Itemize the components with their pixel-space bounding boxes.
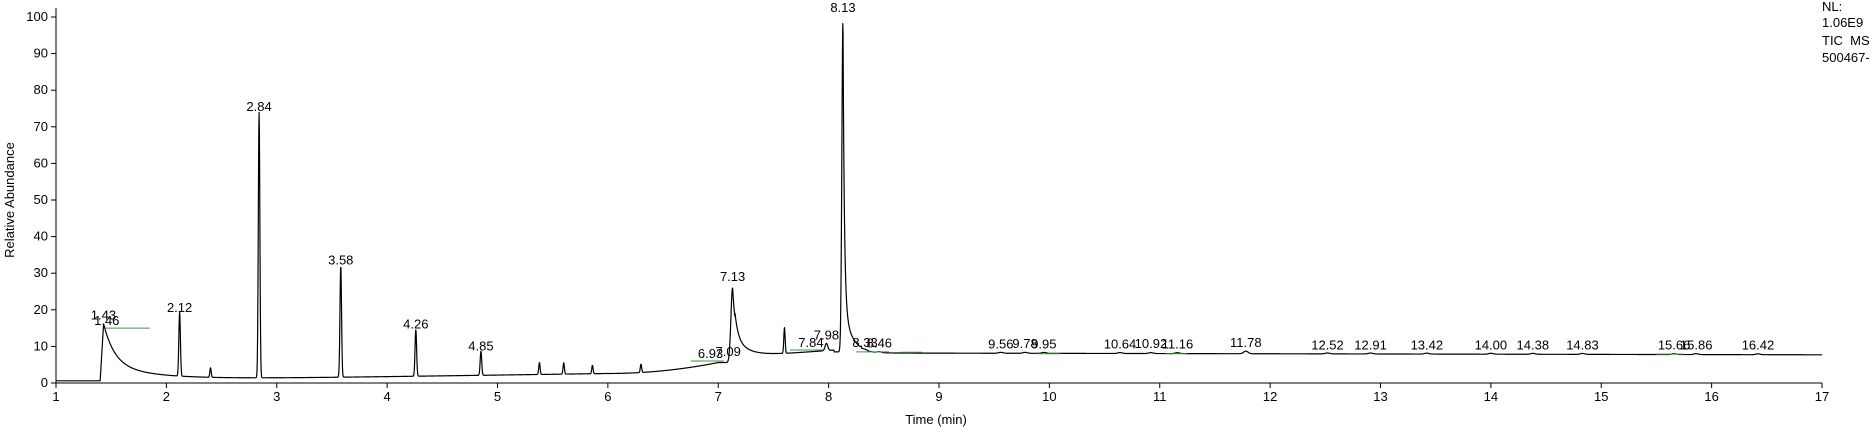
peak-label: 14.38 [1517, 337, 1550, 352]
peak-label: 9.78 [1012, 336, 1037, 351]
peak-label: 4.26 [403, 317, 428, 332]
peak-label: 15.66 [1658, 337, 1691, 352]
x-tick-label: 16 [1704, 389, 1718, 404]
info-text-block: NL: 1.06E9 TIC MS 500467- [1822, 0, 1870, 65]
y-tick-label: 100 [26, 9, 48, 24]
peak-label: 12.52 [1311, 337, 1344, 352]
peak-label: 16.42 [1742, 337, 1775, 352]
x-tick-label: 4 [384, 389, 391, 404]
peak-label: 15.86 [1680, 337, 1713, 352]
info-text-line: TIC MS [1822, 33, 1870, 48]
peak-label: 9.95 [1031, 337, 1056, 352]
peak-label: 9.56 [988, 337, 1013, 352]
peak-label: 10.64 [1104, 337, 1137, 352]
peak-label: 7.98 [814, 328, 839, 343]
peak-label: 7.13 [720, 269, 745, 284]
x-tick-label: 6 [604, 389, 611, 404]
y-tick-label: 30 [34, 265, 48, 280]
tic-trace [55, 23, 1823, 382]
x-tick-label: 9 [935, 389, 942, 404]
info-text-line: 500467- [1822, 50, 1870, 65]
baseline-marks [105, 327, 1685, 362]
peak-label: 3.58 [328, 253, 353, 268]
x-tick-label: 12 [1263, 389, 1277, 404]
x-tick-label: 13 [1373, 389, 1387, 404]
x-tick-label: 3 [273, 389, 280, 404]
x-tick-label: 11 [1153, 389, 1167, 404]
y-axis-title: Relative Abundance [2, 142, 17, 258]
peak-label: 12.91 [1354, 337, 1387, 352]
x-tick-label: 7 [715, 389, 722, 404]
x-tick-label: 1 [52, 389, 59, 404]
x-ticks: 1 2 3 4 5 6 7 8 9 10 11 12 13 14 15 16 17 [52, 383, 1829, 404]
peak-label: 8.46 [867, 336, 892, 351]
info-text-line: 1.06E9 [1822, 15, 1863, 30]
y-tick-label: 10 [34, 338, 48, 353]
x-tick-label: 15 [1594, 389, 1608, 404]
y-tick-label: 60 [34, 155, 48, 170]
peak-label: 8.13 [830, 0, 855, 15]
peak-labels: 1.431.46 2.12 2.84 3.58 4.26 4.85 6.937.09 7.13… [91, 0, 1774, 361]
peak-label: 4.85 [468, 339, 493, 354]
peak-label: 14.83 [1566, 337, 1599, 352]
y-tick-label: 20 [34, 302, 48, 317]
y-ticks: 0 10 20 30 40 50 60 70 80 90 100 [26, 9, 56, 390]
x-axis-title: Time (min) [905, 412, 967, 427]
peak-label: 7.09 [716, 344, 741, 359]
peak-label: 10.92 [1135, 336, 1168, 351]
peak-label: 7.84 [798, 335, 823, 350]
x-tick-label: 10 [1042, 389, 1056, 404]
peak-label: 11.16 [1162, 337, 1194, 352]
x-tick-label: 14 [1484, 389, 1498, 404]
y-tick-label: 0 [41, 375, 48, 390]
y-tick-label: 50 [34, 192, 48, 207]
y-tick-label: 70 [34, 119, 48, 134]
y-tick-label: 40 [34, 229, 48, 244]
x-tick-label: 17 [1815, 389, 1829, 404]
peak-label: 14.00 [1475, 337, 1508, 352]
y-tick-label: 90 [34, 46, 48, 61]
peak-label: 13.42 [1411, 337, 1444, 352]
x-tick-label: 8 [825, 389, 832, 404]
info-text-line: NL: [1822, 0, 1842, 14]
peak-label: 1.43 [91, 307, 116, 322]
x-tick-label: 5 [494, 389, 501, 404]
peak-label: 2.84 [246, 99, 271, 114]
x-tick-label: 2 [163, 389, 170, 404]
y-tick-label: 80 [34, 82, 48, 97]
peak-label: 8.33 [852, 335, 877, 350]
peak-label: 1.46 [94, 313, 119, 328]
peak-label: 11.78 [1230, 335, 1262, 350]
trace-group [55, 23, 1823, 382]
peak-label: 2.12 [167, 300, 192, 315]
peak-label: 6.93 [698, 346, 723, 361]
